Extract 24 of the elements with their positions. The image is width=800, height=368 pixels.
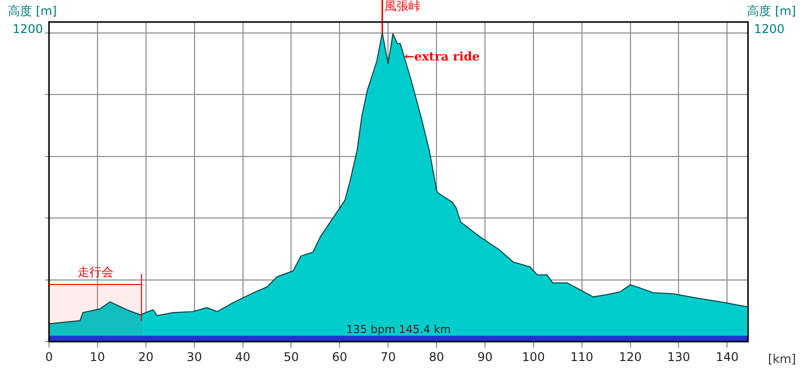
band-label: 走行会	[78, 265, 114, 280]
y2-axis-title: 高度 [m]	[747, 4, 796, 18]
x-tick-label: 30	[186, 350, 202, 364]
x-tick-label: 60	[332, 350, 348, 364]
x-tick-label: 100	[522, 350, 545, 364]
x-tick-label: 40	[235, 350, 250, 364]
annotation: ←extra ride	[404, 50, 480, 64]
band-label: 135 bpm 145.4 km	[346, 323, 451, 336]
ref-line-label: 風張峠	[384, 0, 420, 14]
x-tick-label: 70	[380, 350, 396, 364]
x-axis-title: [km]	[768, 352, 796, 366]
x-tick-label: 120	[618, 350, 642, 364]
x-tick-label: 0	[45, 350, 53, 364]
x-tick-label: 130	[667, 350, 690, 364]
x-tick-label: 20	[138, 350, 154, 364]
x-tick-label: 90	[477, 350, 493, 364]
text: 1200	[754, 22, 785, 36]
x-tick-label: 10	[90, 350, 106, 364]
x-tick-label: 110	[570, 350, 594, 364]
x-tick-label: 50	[284, 350, 299, 364]
text: 1200	[12, 22, 43, 36]
x-tick-label: 140	[716, 350, 739, 364]
y-axis-title: 高度 [m]	[8, 4, 57, 18]
x-tick-label: 80	[428, 350, 444, 364]
